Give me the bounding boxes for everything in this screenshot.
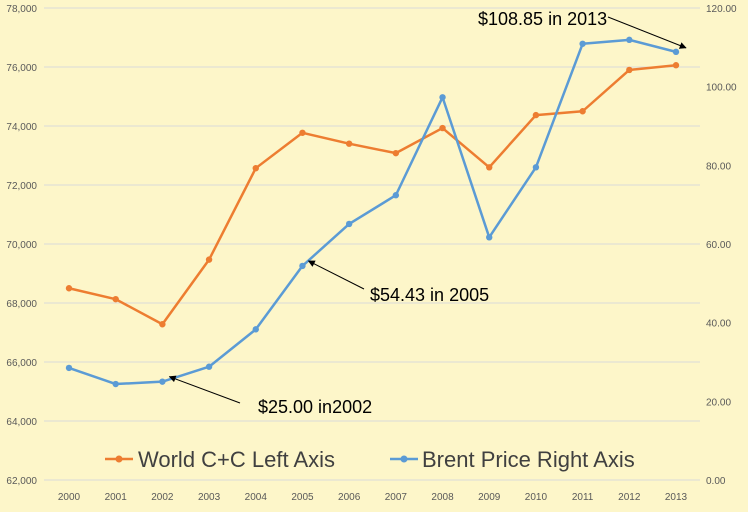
x-tick-label: 2009 <box>478 492 501 503</box>
data-point <box>486 234 493 241</box>
right-tick-label: 120.00 <box>706 4 737 15</box>
x-tick-label: 2003 <box>198 492 221 503</box>
data-point <box>65 364 73 372</box>
x-tick-label: 2002 <box>151 492 174 503</box>
data-point <box>159 321 166 328</box>
left-tick-label: 64,000 <box>6 417 37 428</box>
legend-swatch-marker <box>115 455 123 463</box>
legend: World C+C Left Axis Brent Price Right Axi… <box>105 447 635 472</box>
legend-swatch-marker <box>400 455 408 463</box>
right-tick-label: 40.00 <box>706 319 731 330</box>
data-point <box>159 378 166 385</box>
legend-entry: World C+C Left Axis <box>138 447 335 472</box>
annotation-arrow <box>168 375 241 404</box>
x-axis: 2000 2001 2002 2003 2004 2005 2006 2007 2008 2009… <box>58 492 688 503</box>
data-point <box>252 326 259 333</box>
annotation: $54.43 in 2005 <box>307 260 489 305</box>
data-point <box>626 36 633 44</box>
annotation-label: $25.00 in2002 <box>258 397 372 417</box>
x-tick-label: 2004 <box>245 492 268 503</box>
right-axis: 0.00 20.00 40.00 60.00 80.00 100.00 120.00 <box>706 4 737 487</box>
gridlines <box>44 7 700 481</box>
annotation-arrow <box>607 16 687 49</box>
series-layer <box>65 36 680 388</box>
left-tick-label: 72,000 <box>6 181 37 192</box>
x-tick-label: 2010 <box>525 492 548 503</box>
x-tick-label: 2000 <box>58 492 81 503</box>
left-tick-label: 68,000 <box>6 299 37 310</box>
left-tick-label: 70,000 <box>6 240 37 251</box>
data-point <box>65 285 73 292</box>
annotation-arrow <box>307 260 365 290</box>
x-tick-label: 2006 <box>338 492 361 503</box>
data-point <box>579 40 586 47</box>
x-tick-label: 2013 <box>665 492 688 503</box>
series-0 <box>65 62 680 328</box>
annotations: $108.85 in 2013 $54.43 in 2005 $25.00 in20… <box>168 9 687 417</box>
left-tick-label: 66,000 <box>6 358 37 369</box>
series-1 <box>65 36 680 388</box>
data-point <box>112 295 119 303</box>
left-tick-label: 74,000 <box>6 122 37 133</box>
data-point <box>299 262 306 270</box>
legend-entry: Brent Price Right Axis <box>422 447 635 472</box>
data-point <box>205 256 213 263</box>
x-tick-label: 2011 <box>572 492 594 503</box>
data-point <box>392 149 400 157</box>
left-axis: 62,000 64,000 66,000 68,000 70,000 72,000 74,0… <box>6 4 37 487</box>
data-point <box>532 164 540 171</box>
annotation-label: $108.85 in 2013 <box>478 9 607 29</box>
data-point <box>345 140 353 147</box>
left-tick-label: 62,000 <box>6 476 37 487</box>
x-tick-label: 2005 <box>291 492 314 503</box>
x-tick-label: 2012 <box>618 492 641 503</box>
data-point <box>252 164 259 172</box>
left-tick-label: 76,000 <box>6 63 37 74</box>
right-tick-label: 20.00 <box>706 397 731 408</box>
x-tick-label: 2007 <box>385 492 408 503</box>
data-point <box>299 129 306 136</box>
data-point <box>532 111 540 119</box>
annotation-label: $54.43 in 2005 <box>370 285 489 305</box>
x-tick-label: 2001 <box>105 492 128 503</box>
data-point <box>205 363 213 370</box>
right-tick-label: 60.00 <box>706 240 731 251</box>
series-line <box>68 38 677 386</box>
data-point <box>672 62 680 69</box>
data-point <box>626 66 633 74</box>
annotation: $108.85 in 2013 <box>478 9 687 49</box>
data-point <box>672 48 680 56</box>
data-point <box>392 192 400 199</box>
data-point <box>112 380 119 388</box>
left-tick-label: 78,000 <box>6 4 37 15</box>
right-tick-label: 100.00 <box>706 83 737 94</box>
right-tick-label: 80.00 <box>706 161 731 172</box>
series-line <box>68 63 677 326</box>
data-point <box>486 164 493 171</box>
x-tick-label: 2008 <box>431 492 454 503</box>
data-point <box>439 124 446 132</box>
data-point <box>579 108 586 115</box>
data-point <box>345 220 353 228</box>
annotation: $25.00 in2002 <box>168 375 372 417</box>
data-point <box>439 94 446 101</box>
right-tick-label: 0.00 <box>706 476 726 487</box>
